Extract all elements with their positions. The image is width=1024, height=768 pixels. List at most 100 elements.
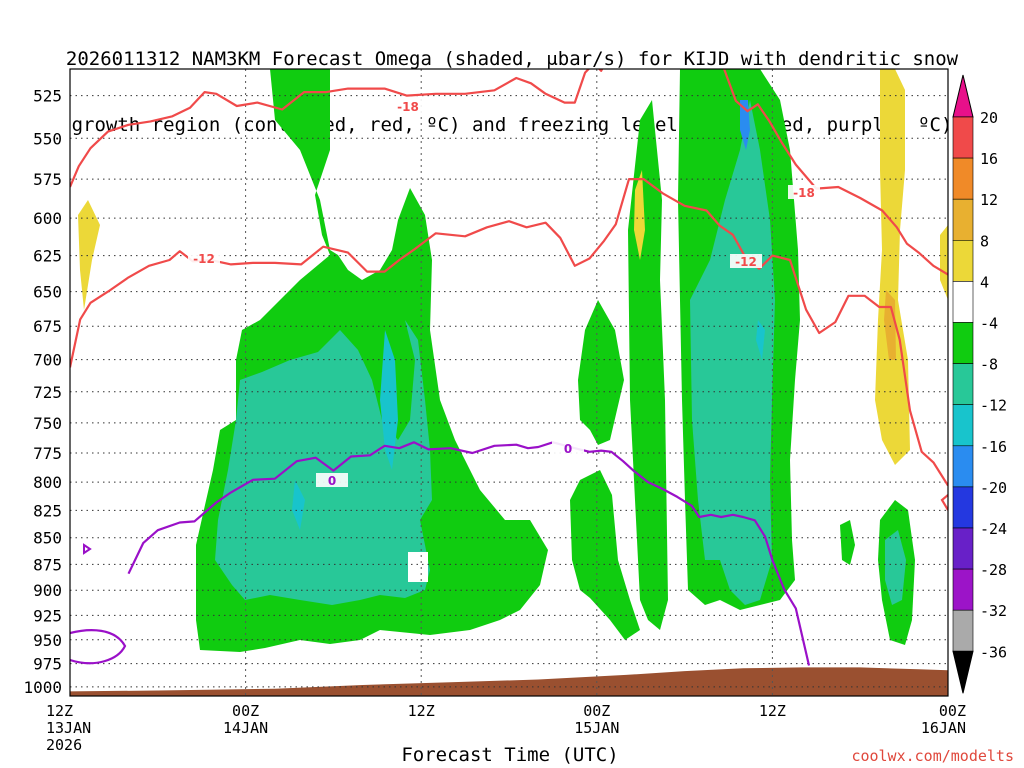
- colorbar-tick-label: -12: [980, 397, 1007, 415]
- contour-line-2: [70, 178, 948, 487]
- omega-region-9: [690, 100, 775, 605]
- colorbar-tick-label: -8: [980, 356, 998, 374]
- y-tick-label: 675: [33, 317, 62, 336]
- x-tick-label: 14JAN: [223, 719, 268, 737]
- contour-label-bg: [188, 251, 220, 265]
- x-tick-label: 12Z: [759, 702, 786, 720]
- x-tick-label: 15JAN: [574, 719, 619, 737]
- colorbar-tick-label: 16: [980, 150, 998, 168]
- omega-region-4: [292, 480, 305, 530]
- y-tick-label: 650: [33, 283, 62, 302]
- x-tick-label: 2026: [46, 736, 82, 754]
- contour-label-bg: [392, 99, 424, 113]
- x-tick-label: 12Z: [408, 702, 435, 720]
- colorbar-bin: [952, 445, 974, 488]
- x-tick-label: 00Z: [232, 702, 259, 720]
- colorbar-tick-label: 8: [980, 232, 989, 250]
- omega-region-6: [578, 300, 624, 445]
- contour-label: 0: [564, 442, 572, 456]
- y-tick-label: 625: [33, 247, 62, 266]
- x-tick-label: 13JAN: [46, 719, 91, 737]
- colorbar-bin: [952, 363, 974, 406]
- y-tick-label: 1000: [23, 678, 62, 697]
- x-tick-label: 12Z: [46, 702, 73, 720]
- colorbar-tick-label: -4: [980, 315, 998, 333]
- colorbar-bin: [952, 281, 974, 323]
- colorbar-tick-label: -28: [980, 561, 1007, 579]
- y-tick-label: 725: [33, 383, 62, 402]
- contour-label-bg: [730, 254, 762, 268]
- contour-label: 0: [328, 474, 336, 488]
- omega-region-19: [634, 170, 645, 260]
- y-tick-label: 800: [33, 473, 62, 492]
- contour-fragment-purple-small: [83, 543, 92, 555]
- omega-gap: [408, 552, 428, 582]
- x-tick-label: 00Z: [939, 702, 966, 720]
- colorbar-bin: [952, 527, 974, 570]
- colorbar-over-arrow: [952, 74, 974, 118]
- omega-region-10: [740, 100, 750, 150]
- colorbar: 20 16 12 8 4 -4 -8 -12 -16 -20 -24 -28 -32 -36: [952, 74, 1007, 694]
- x-tick-label: 16JAN: [921, 719, 966, 737]
- colorbar-bin: [952, 486, 974, 529]
- omega-region-15: [875, 69, 910, 465]
- y-tick-label: 700: [33, 351, 62, 370]
- y-tick-label: 550: [33, 129, 62, 148]
- omega-region-14: [840, 520, 855, 565]
- contour-label: -12: [193, 252, 215, 266]
- colorbar-bin: [952, 116, 974, 159]
- colorbar-bin: [952, 609, 974, 652]
- y-tick-label: 525: [33, 87, 62, 106]
- colorbar-tick-label: -16: [980, 438, 1007, 456]
- contour-label-bg: [788, 185, 820, 199]
- x-axis-label: Forecast Time (UTC): [401, 744, 619, 766]
- terrain-fill: [70, 667, 948, 696]
- colorbar-tick-label: -24: [980, 520, 1007, 538]
- contour-label: -18: [397, 100, 419, 114]
- omega-region-3: [380, 330, 398, 470]
- contour-line-3: [127, 441, 811, 666]
- y-tick-label: 775: [33, 444, 62, 463]
- omega-region-5: [570, 470, 640, 640]
- y-tick-label: 750: [33, 414, 62, 433]
- y-tick-label: 575: [33, 170, 62, 189]
- colorbar-bin: [952, 198, 974, 241]
- contour-fragment-purple: [70, 629, 127, 665]
- contour-fragment-red: [940, 494, 948, 511]
- colorbar-bin: [952, 322, 974, 364]
- colorbar-tick-label: -32: [980, 602, 1007, 620]
- colorbar-tick-label: 20: [980, 109, 998, 127]
- terrain-shape: [70, 667, 948, 696]
- contour-label: -12: [735, 255, 757, 269]
- x-tick-label: 00Z: [583, 702, 610, 720]
- omega-region-17: [78, 200, 100, 310]
- colorbar-bin: [952, 404, 974, 447]
- contour-label-bg: [316, 473, 348, 487]
- colorbar-tick-label: 12: [980, 191, 998, 209]
- colorbar-tick-label: -20: [980, 479, 1007, 497]
- chart-title-line1: 2026011312 NAM3KM Forecast Omega (shaded…: [65, 48, 959, 70]
- omega-region-13: [885, 530, 906, 605]
- grid: [70, 69, 948, 696]
- contour-labels: -18 -12 -18 -12 0 0: [188, 99, 820, 488]
- plot-frame: [69, 68, 949, 697]
- y-tick-label: 600: [33, 209, 62, 228]
- y-tick-label: 825: [33, 501, 62, 520]
- y-tick-label: 875: [33, 555, 62, 574]
- omega-region-11: [756, 320, 765, 360]
- colorbar-bin: [952, 157, 974, 200]
- colorbar-under-arrow: [952, 650, 974, 694]
- colorbar-tick-label: 4: [980, 273, 989, 291]
- credit-text: coolwx.com/modelts: [851, 747, 1014, 765]
- contour-line-1: [70, 69, 948, 276]
- colorbar-tick-label: -36: [980, 643, 1007, 661]
- colorbar-bin: [952, 568, 974, 611]
- y-tick-label: 900: [33, 581, 62, 600]
- y-tick-label: 975: [33, 655, 62, 674]
- omega-region-18: [940, 225, 948, 300]
- colorbar-bin: [952, 240, 974, 282]
- y-axis: 525 550 575 600 625 650 675 700 725 750 775 800 825 8…: [23, 87, 62, 697]
- y-tick-label: 850: [33, 529, 62, 548]
